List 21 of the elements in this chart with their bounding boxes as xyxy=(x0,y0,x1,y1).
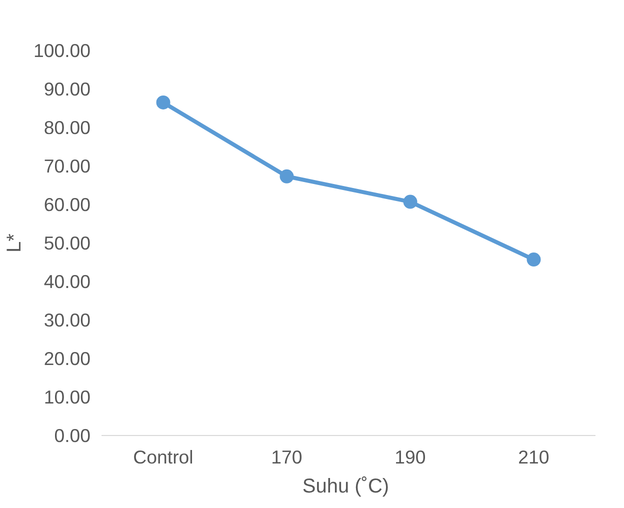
y-tick-label: 80.00 xyxy=(44,117,90,138)
point xyxy=(156,95,170,110)
y-tick-label: 10.00 xyxy=(44,386,90,408)
x-tick-label: 190 xyxy=(394,446,426,468)
y-tick-label: 50.00 xyxy=(44,232,90,254)
y-tick-label: 0.00 xyxy=(54,425,90,446)
y-tick-label: 20.00 xyxy=(44,348,90,369)
y-axis-title: L* xyxy=(3,233,26,252)
y-tick-label: 60.00 xyxy=(44,194,90,215)
y-tick-label: 30.00 xyxy=(44,310,90,330)
x-axis-title: Suhu (˚C) xyxy=(302,476,390,498)
y-tick-label: 100.00 xyxy=(33,40,90,61)
x-tick-label: 210 xyxy=(518,446,550,468)
y-tick-label: 70.00 xyxy=(44,156,90,176)
x-tick-label: 170 xyxy=(271,446,302,468)
point xyxy=(403,194,418,209)
point xyxy=(280,169,294,184)
y-tick-label: 90.00 xyxy=(44,78,90,100)
point xyxy=(526,252,541,267)
y-tick-label: 40.00 xyxy=(44,271,90,292)
x-tick-label: Control xyxy=(133,446,194,468)
